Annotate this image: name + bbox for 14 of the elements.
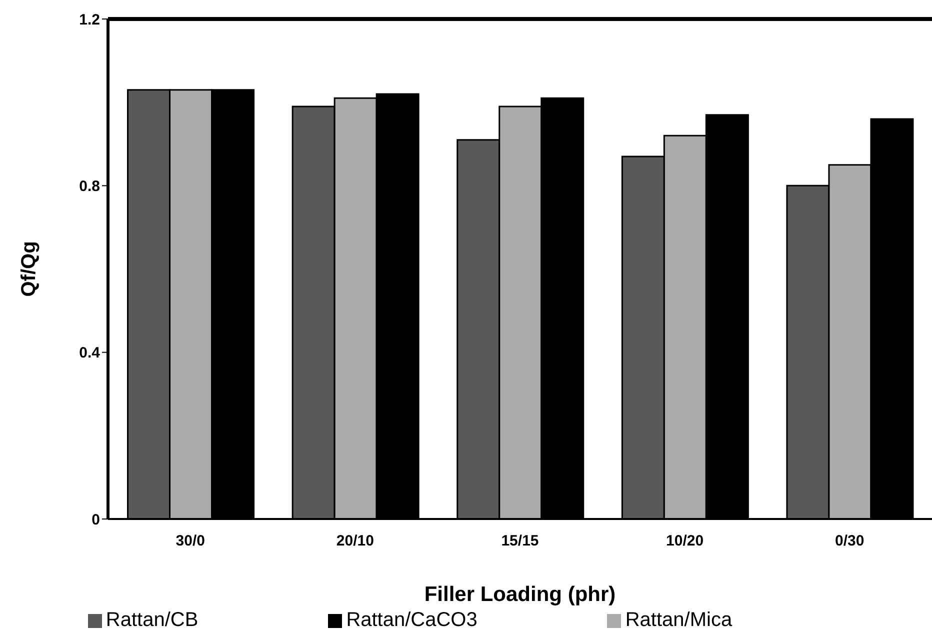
x-axis-title: Filler Loading (phr) [424,583,616,606]
x-tick-label: 0/30 [835,532,864,550]
x-tick-label: 15/15 [501,532,539,550]
x-tick-label: 30/0 [176,532,205,550]
y-tick-label: 0.4 [79,344,101,362]
x-tick-label: 20/10 [336,532,374,550]
legend-label: Rattan/CaCO3 [346,609,478,631]
legend-label: Rattan/Mica [625,609,732,631]
x-tick-label: 10/20 [666,532,704,550]
legend-label: Rattan/CB [106,609,198,631]
y-tick-label: 0.8 [79,178,100,195]
y-axis-title: Qf/Qg [18,241,40,297]
y-tick-label: 1.2 [79,11,100,28]
y-tick-label: 0 [92,511,100,528]
